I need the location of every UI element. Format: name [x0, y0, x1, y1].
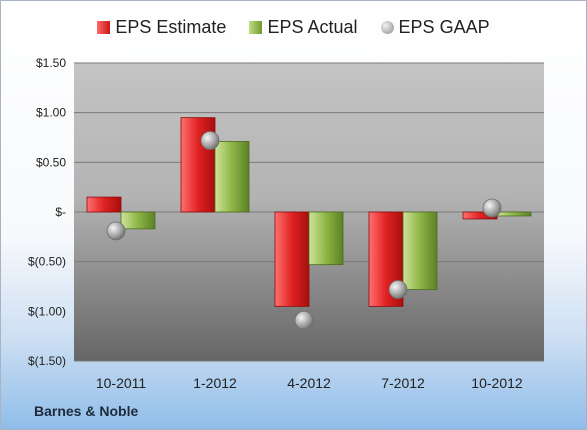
company-name: Barnes & Noble: [34, 403, 139, 419]
legend-label-actual: EPS Actual: [267, 17, 358, 37]
legend-item-estimate: EPS Estimate: [97, 17, 226, 38]
legend-swatch-estimate: [97, 21, 111, 34]
legend-label-estimate: EPS Estimate: [115, 17, 227, 37]
point-eps-gaap: [388, 280, 408, 299]
legend: EPS Estimate EPS Actual EPS GAAP: [1, 17, 586, 38]
bar-eps-actual: [308, 211, 344, 266]
point-eps-gaap: [294, 310, 314, 330]
bar-eps-actual: [496, 211, 532, 217]
y-tick-label: $0.50: [36, 155, 66, 169]
y-tick-label: $1.50: [36, 56, 66, 70]
x-tick-label: 4-2012: [287, 375, 331, 391]
bar-eps-actual: [214, 141, 250, 213]
point-eps-gaap: [106, 221, 126, 241]
y-tick-label: $(1.50): [28, 354, 66, 368]
x-tick-label: 1-2012: [193, 375, 237, 391]
y-tick-label: $1.00: [36, 106, 66, 120]
bar-eps-actual: [120, 211, 156, 230]
legend-swatch-actual: [249, 21, 263, 34]
bar-eps-actual: [402, 211, 438, 290]
y-tick-label: $(0.50): [28, 255, 66, 269]
legend-item-gaap: EPS GAAP: [380, 17, 490, 38]
bar-eps-estimate: [274, 211, 310, 307]
bar-eps-estimate: [180, 117, 216, 213]
y-tick-label: $(1.00): [28, 304, 66, 318]
legend-swatch-gaap: [380, 21, 394, 34]
x-tick-label: 10-2011: [96, 375, 147, 391]
legend-item-actual: EPS Actual: [249, 17, 358, 38]
x-tick-label: 10-2012: [471, 375, 523, 391]
bar-eps-estimate: [86, 196, 122, 213]
y-tick-label: $-: [55, 205, 66, 219]
point-eps-gaap: [482, 198, 502, 218]
point-eps-gaap: [200, 131, 220, 150]
legend-label-gaap: EPS GAAP: [398, 17, 490, 37]
x-tick-label: 7-2012: [381, 375, 425, 391]
